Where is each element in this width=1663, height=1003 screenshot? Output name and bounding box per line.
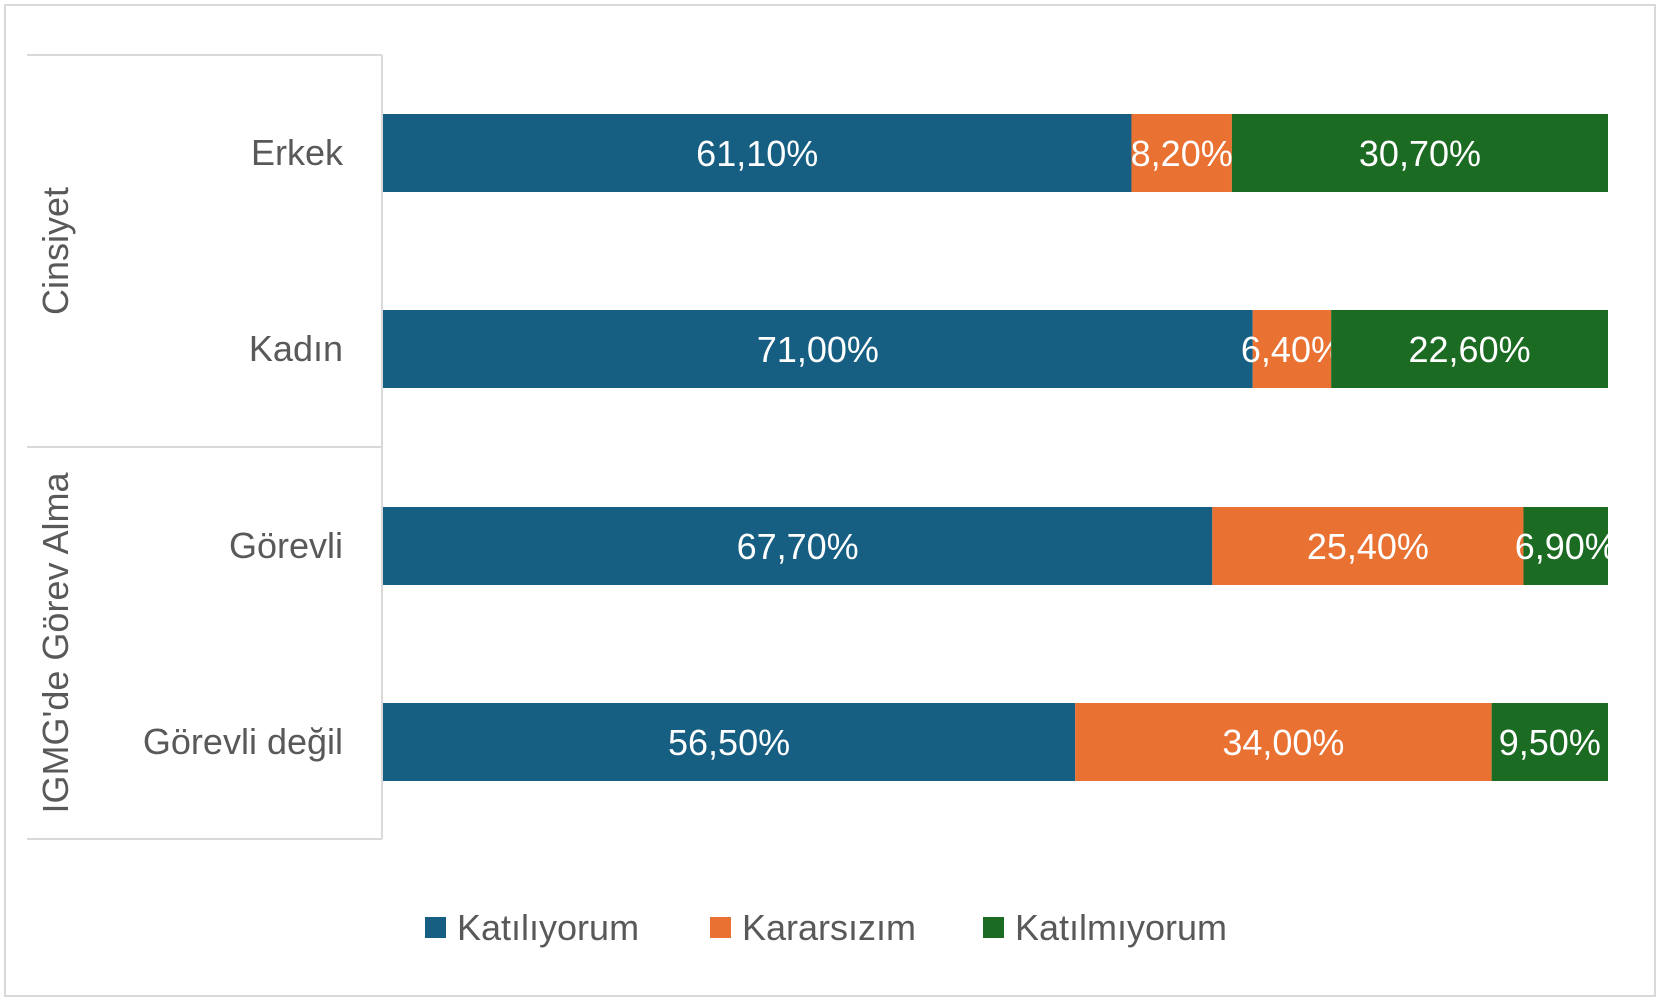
legend-label: Kararsızım (742, 907, 916, 948)
bar-segment (1212, 507, 1524, 585)
bar-segment (1331, 310, 1608, 388)
data-label: 9,50% (1499, 722, 1601, 763)
legend-swatch (425, 917, 446, 938)
bar-segment (1491, 703, 1608, 781)
legend-swatch (983, 917, 1004, 938)
group-label: Cinsiyet (35, 187, 76, 315)
data-label: 25,40% (1307, 526, 1429, 567)
bar-segment (1523, 507, 1608, 585)
bar-segment (1231, 114, 1608, 192)
data-label: 22,60% (1409, 329, 1531, 370)
data-label: 61,10% (696, 133, 818, 174)
bar-segment (1131, 114, 1232, 192)
bar-segment (383, 703, 1076, 781)
data-label: 6,40% (1241, 329, 1343, 370)
legend-label: Katılmıyorum (1015, 907, 1227, 948)
bar-segment (383, 114, 1132, 192)
bar-segment (1075, 703, 1492, 781)
category-label: Erkek (251, 132, 344, 173)
category-label: Görevli (229, 525, 343, 566)
bar-segment (383, 310, 1253, 388)
legend-swatch (710, 917, 731, 938)
legend-label: Katılıyorum (457, 907, 639, 948)
bar-segment (383, 507, 1213, 585)
data-label: 71,00% (757, 329, 879, 370)
category-label: Kadın (249, 328, 343, 369)
data-label: 34,00% (1222, 722, 1344, 763)
chart-frame (4, 4, 1656, 997)
bar-segment (1252, 310, 1332, 388)
data-label: 67,70% (737, 526, 859, 567)
category-label: Görevli değil (143, 721, 343, 762)
data-label: 30,70% (1359, 133, 1481, 174)
data-label: 6,90% (1515, 526, 1617, 567)
data-label: 56,50% (668, 722, 790, 763)
group-label: IGMG'de Görev Alma (35, 472, 76, 814)
data-label: 8,20% (1131, 133, 1233, 174)
